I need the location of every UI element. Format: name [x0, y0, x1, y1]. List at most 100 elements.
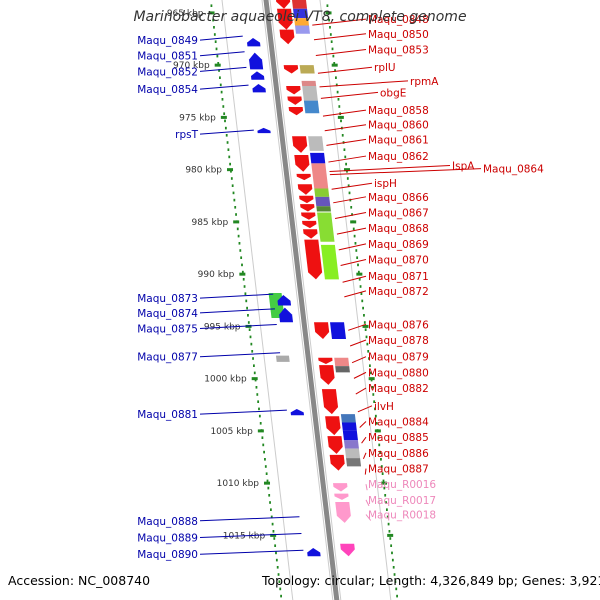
ruler-dot-left [218, 69, 220, 72]
ruler-dot-right [377, 436, 380, 439]
label-leader-line [199, 308, 275, 314]
ruler-dot-left [256, 393, 259, 396]
kbp-tick-label: 990 kbp [198, 270, 235, 280]
ruler-dot-left [275, 558, 278, 562]
ruler-dot-left [220, 90, 223, 94]
label-leader-line [315, 48, 367, 56]
ruler-dot-left [258, 407, 260, 411]
ruler-dot-left [259, 422, 262, 425]
forward-gene-arrow [287, 96, 302, 105]
ruler-dot-right [340, 119, 342, 123]
rna-gene-label: Maqu_R0018 [368, 510, 436, 522]
ruler-dot-left [241, 270, 244, 274]
ruler-major-tick-left [264, 481, 271, 485]
ruler-dot-right [371, 386, 374, 389]
ruler-dot-right [389, 537, 392, 540]
forward-gene-arrow [276, 0, 291, 9]
ruler-dot-left [242, 278, 245, 281]
ruler-dot-right [345, 162, 348, 166]
forward-gene-label: Maqu_0885 [368, 432, 429, 444]
ruler-dot-left [249, 335, 252, 339]
forward-gene-arrow [314, 322, 330, 339]
ruler-dot-right [353, 234, 356, 238]
forward-function-box [340, 414, 356, 423]
ruler-dot-left [245, 299, 248, 303]
reverse-gene-label: Maqu_0888 [137, 516, 198, 528]
ruler-dot-right [381, 472, 384, 475]
ruler-dot-right [326, 4, 329, 7]
ruler-dot-left [234, 206, 237, 209]
ruler-dot-left [210, 4, 213, 7]
label-leader-line [344, 290, 367, 298]
ruler-dot-left [233, 198, 236, 202]
rna-gene-label: Maqu_R0017 [368, 495, 436, 507]
ruler-major-tick-left [270, 533, 277, 537]
label-leader-line [199, 35, 243, 41]
ruler-dot-left [213, 33, 216, 36]
forward-gene-label: Maqu_0876 [368, 319, 429, 331]
kbp-tick-label: 980 kbp [185, 166, 222, 176]
forward-gene-label: Maqu_0866 [368, 192, 429, 204]
reverse-function-box [275, 355, 290, 362]
ruler-major-tick-right [362, 324, 369, 328]
ruler-dot-left [227, 148, 230, 151]
forward-gene-arrow [299, 195, 314, 204]
ruler-dot-right [359, 285, 362, 288]
ruler-dot-right [362, 306, 365, 310]
ruler-dot-right [358, 278, 361, 281]
ruler-dot-left [215, 47, 218, 51]
reverse-gene-label: Maqu_0851 [137, 51, 198, 63]
ruler-dot-right [329, 33, 332, 36]
ruler-dot-left [265, 472, 268, 475]
ruler-dot-right [344, 155, 347, 159]
ruler-dot-right [329, 26, 331, 29]
ruler-dot-left [257, 400, 260, 403]
ruler-dot-right [391, 551, 393, 555]
ruler-dot-right [356, 256, 359, 259]
label-leader-line [313, 33, 367, 41]
ruler-dot-right [384, 494, 387, 497]
forward-function-box [293, 8, 309, 19]
ruler-dot-left [219, 76, 221, 79]
ruler-dot-right [336, 90, 339, 94]
ruler-dot-left [230, 170, 232, 173]
ruler-dot-right [378, 443, 381, 447]
ruler-dot-left [273, 537, 276, 540]
label-leader-line [199, 323, 277, 329]
ruler-dot-left [263, 450, 265, 454]
ruler-dot-left [264, 465, 267, 468]
ruler-dot-left [219, 83, 222, 87]
label-leader-line [199, 84, 249, 90]
kbp-tick-label: 1005 kbp [210, 427, 253, 437]
ruler-dot-left [261, 436, 264, 439]
ruler-dot-right [383, 486, 386, 490]
forward-function-box [299, 65, 315, 74]
label-leader-line [320, 91, 379, 99]
forward-function-box [310, 152, 326, 164]
reverse-gene-label: Maqu_0890 [137, 549, 198, 561]
forward-function-box [346, 458, 362, 467]
ruler-dot-left [228, 155, 231, 159]
reverse-gene-label: Maqu_0877 [137, 352, 198, 364]
ruler-dot-left [229, 162, 232, 166]
label-leader-line [362, 452, 367, 460]
ruler-dot-right [351, 213, 353, 216]
ruler-dot-right [347, 184, 350, 187]
label-leader-line [364, 468, 367, 475]
label-leader-line [331, 182, 373, 190]
ruler-dot-left [262, 443, 265, 447]
ruler-dot-left [226, 141, 229, 144]
forward-gene-label: Maqu_0879 [368, 352, 429, 364]
forward-function-box [301, 80, 317, 87]
forward-function-box [303, 100, 320, 114]
ruler-dot-left [255, 386, 258, 389]
kbp-tick-label: 970 kbp [173, 61, 210, 71]
reverse-gene-arrow [249, 52, 264, 70]
label-leader-line [355, 387, 367, 395]
ruler-dot-right [374, 414, 377, 418]
ruler-major-tick-right [344, 168, 351, 172]
ruler-dot-left [239, 249, 242, 252]
ruler-dot-left [274, 544, 277, 547]
reverse-gene-arrow [290, 408, 304, 416]
forward-gene-arrow [335, 501, 351, 523]
